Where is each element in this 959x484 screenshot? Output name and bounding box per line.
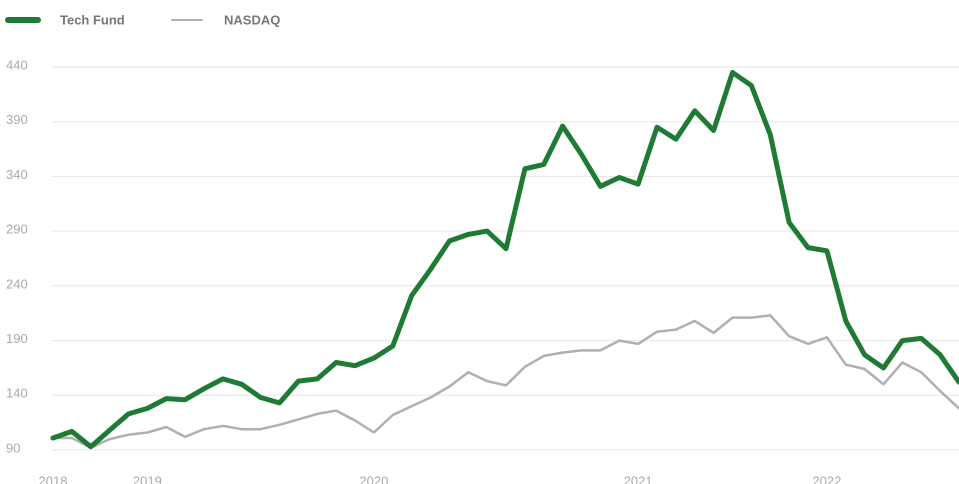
y-tick-label: 140 — [6, 386, 28, 401]
y-tick-label: 390 — [6, 112, 28, 127]
x-tick-label: 2021 — [624, 473, 653, 484]
series-line — [50, 70, 959, 450]
x-tick-label: 2020 — [359, 473, 388, 484]
y-tick-label: 240 — [6, 276, 28, 291]
legend-label: Tech Fund — [60, 12, 125, 27]
x-tick-label: 2018 — [39, 473, 68, 484]
y-tick-label: 340 — [6, 167, 28, 182]
series-line — [51, 314, 959, 450]
y-tick-label: 290 — [6, 222, 28, 237]
y-tick-label: 190 — [6, 331, 28, 346]
legend-label: NASDAQ — [224, 12, 280, 27]
x-tick-label: 2022 — [812, 473, 841, 484]
x-tick-label: 2019 — [133, 473, 162, 484]
y-tick-label: 440 — [6, 57, 28, 72]
y-tick-label: 90 — [6, 440, 20, 455]
